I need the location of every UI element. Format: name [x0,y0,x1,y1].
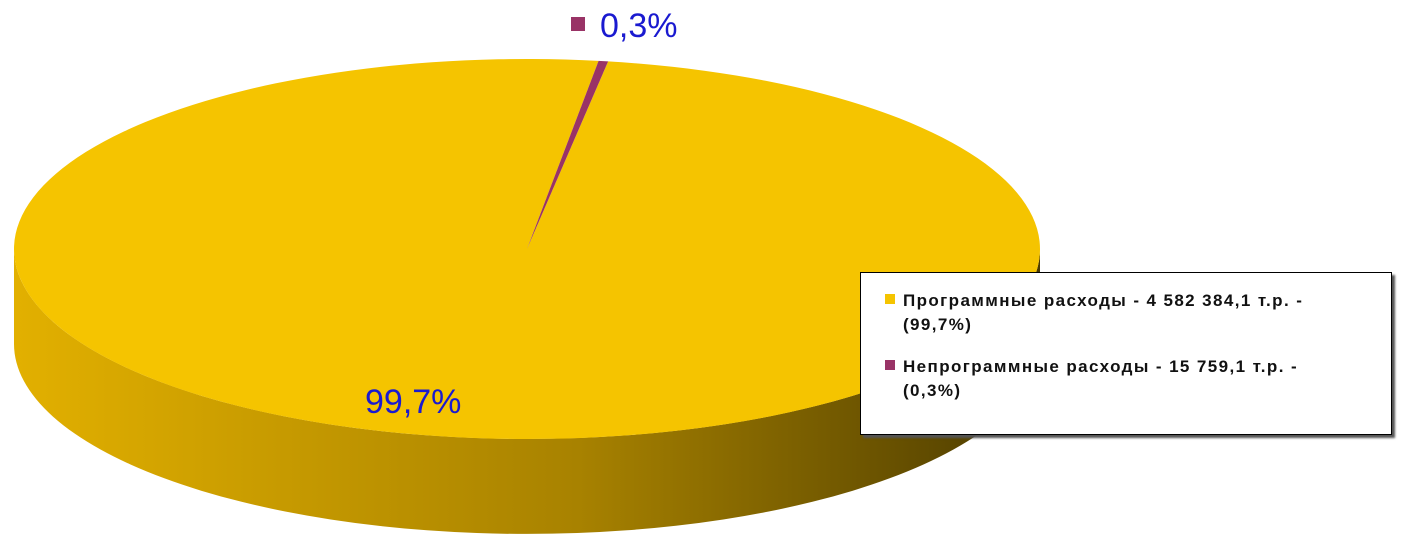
legend-swatch [885,294,895,304]
value-label: 99,7% [365,383,461,421]
value-label-marker [336,395,350,409]
legend-item: Непрограммные расходы - 15 759,1 т.р. - … [885,355,1391,403]
pie-side [14,249,1040,534]
legend-swatch [885,360,895,370]
value-label-marker [571,17,585,31]
legend-item: Программные расходы - 4 582 384,1 т.р. -… [885,289,1391,337]
pie-slice [14,59,1041,440]
legend-label: Непрограммные расходы - 15 759,1 т.р. - … [903,357,1299,400]
legend: Программные расходы - 4 582 384,1 т.р. -… [860,272,1392,435]
value-label: 0,3% [600,7,678,45]
legend-label: Программные расходы - 4 582 384,1 т.р. -… [903,291,1304,334]
pie-slice [527,60,609,249]
